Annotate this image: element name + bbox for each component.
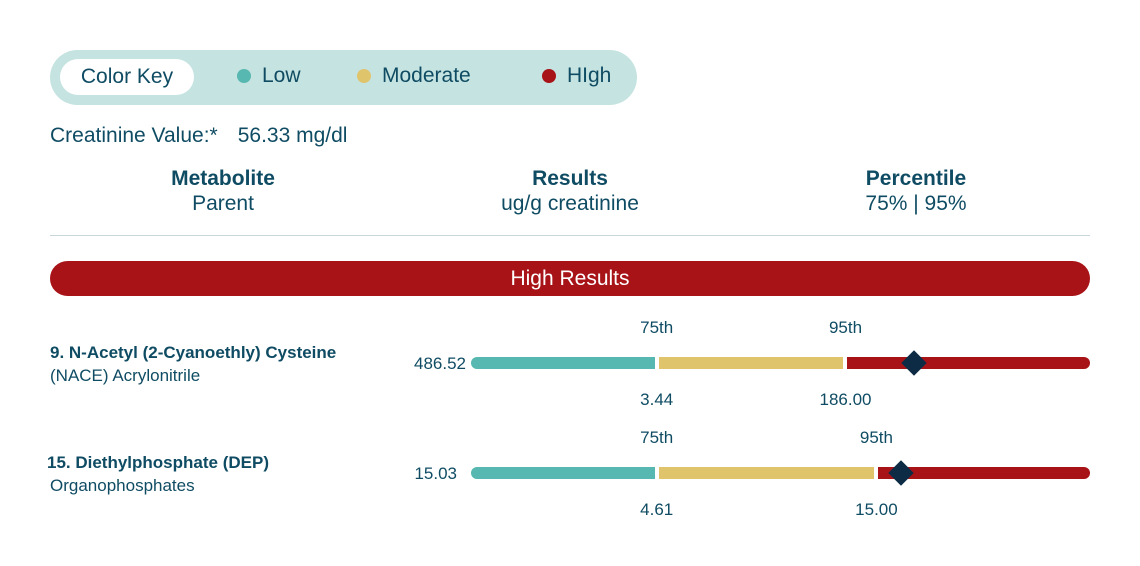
percentile-header-sub: 75% | 95% (865, 192, 967, 215)
low-segment (471, 357, 655, 369)
result-marker-icon (888, 460, 914, 486)
low-dot-icon (237, 69, 251, 83)
p95-value: 186.00 (819, 390, 872, 409)
result-row: 15. Diethylphosphate (DEP) Organophospha… (0, 426, 1140, 546)
metabolite-parent: (NACE) Acrylonitrile (50, 366, 201, 385)
p95-value: 15.00 (855, 500, 898, 519)
result-marker-icon (900, 350, 927, 376)
result-value: 486.52 (414, 354, 466, 373)
divider (50, 235, 1090, 236)
moderate-segment (658, 357, 844, 369)
key-item-low: Low (237, 64, 301, 88)
low-segment (471, 467, 655, 479)
results-header: Results ug/g creatinine (450, 166, 690, 216)
p75-value: 3.44 (640, 390, 674, 409)
result-row: 9. N-Acetyl (2-Cyanoethly) Cysteine (NAC… (0, 316, 1140, 436)
metabolite-header-title: Metabolite (171, 167, 275, 190)
results-header-sub: ug/g creatinine (501, 192, 639, 215)
percentile-header-title: Percentile (865, 167, 967, 190)
creatinine-line: Creatinine Value:* 56.33 mg/dl (50, 124, 347, 148)
p95-label: 95th (828, 318, 863, 337)
key-item-high: HIgh (542, 64, 611, 88)
key-label-high: HIgh (567, 64, 612, 87)
p95-label: 95th (859, 428, 893, 447)
p75-label: 75th (640, 428, 674, 447)
high-dot-icon (542, 69, 556, 83)
high-results-banner: High Results (50, 261, 1090, 296)
creatinine-label: Creatinine Value:* (50, 124, 218, 147)
p75-value: 4.61 (640, 500, 674, 519)
percentile-bar (471, 350, 1090, 376)
color-key: Color Key Low Moderate HIgh (50, 50, 637, 105)
result-value: 15.03 (414, 464, 457, 483)
color-key-title: Color Key (60, 59, 194, 95)
key-item-moderate: Moderate (357, 64, 471, 88)
metabolite-name: 15. Diethylphosphate (DEP) (47, 453, 269, 472)
metabolite-parent: Organophosphates (50, 476, 195, 495)
metabolite-header-sub: Parent (192, 192, 254, 215)
results-header-title: Results (532, 167, 608, 190)
high-segment (847, 357, 1090, 369)
key-label-moderate: Moderate (382, 64, 471, 87)
metabolite-name: 9. N-Acetyl (2-Cyanoethly) Cysteine (50, 343, 337, 362)
high-segment (878, 467, 1090, 479)
moderate-dot-icon (357, 69, 371, 83)
moderate-segment (658, 467, 875, 479)
metabolite-header: Metabolite Parent (123, 166, 323, 216)
creatinine-value: 56.33 mg/dl (237, 124, 348, 147)
key-label-low: Low (262, 64, 301, 87)
percentile-bar (471, 460, 1090, 486)
percentile-header: Percentile 75% | 95% (816, 166, 1016, 216)
p75-label: 75th (640, 318, 674, 337)
